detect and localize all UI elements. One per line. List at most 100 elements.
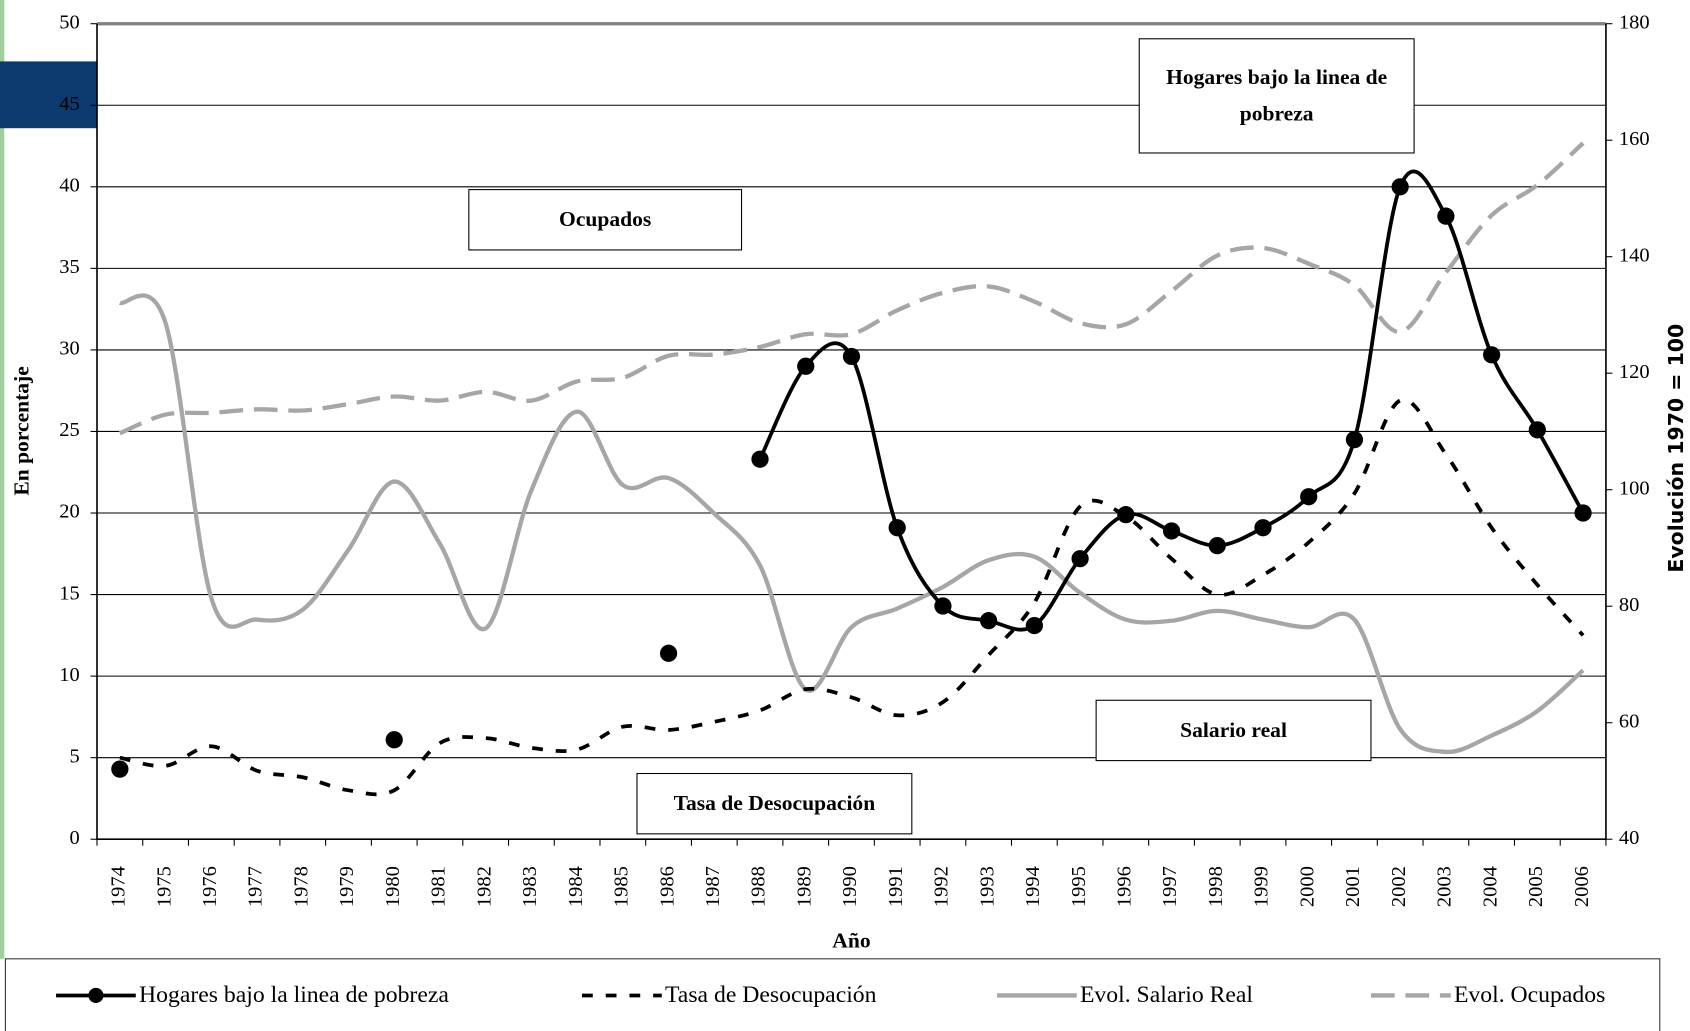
y2-axis-label: Evolución 1970 = 100: [1664, 324, 1688, 573]
y-tick-label: 50: [59, 11, 79, 33]
series-line: [119, 141, 1585, 436]
series-marker: [1254, 519, 1272, 537]
annotation: Ocupados: [559, 207, 652, 232]
annotation-box: [1095, 699, 1372, 762]
y-tick-label: 35: [59, 256, 79, 278]
x-tick-label: 1981: [428, 866, 450, 907]
y-tick-label: 30: [59, 338, 79, 360]
y-tick-label: 45: [59, 93, 79, 115]
x-tick-label: 1980: [382, 866, 404, 907]
x-tick-label: 1999: [1251, 866, 1273, 907]
series-marker: [797, 357, 815, 375]
annotation: Hogares bajo la linea de pobreza: [1166, 65, 1388, 127]
series-marker: [111, 760, 129, 778]
x-tick-label: 2006: [1571, 866, 1593, 907]
x-tick-label: 1976: [199, 866, 221, 907]
x-tick-label: 2001: [1342, 866, 1364, 907]
x-tick-label: 1975: [153, 866, 175, 907]
y2-tick-label: 80: [1619, 594, 1639, 616]
x-tick-label: 1989: [793, 866, 815, 907]
annotation-text: Tasa de Desocupación: [673, 791, 876, 816]
x-tick-label: 1977: [245, 866, 267, 907]
annotation-text: Hogares bajo la linea de pobreza: [1166, 65, 1388, 127]
y-tick-label: 25: [59, 419, 79, 441]
x-tick-label: 1987: [702, 866, 724, 907]
x-tick-label: 1982: [473, 866, 495, 907]
x-tick-label: 2003: [1434, 866, 1456, 907]
legend-label: Tasa de Desocupación: [665, 982, 877, 1008]
x-tick-label: 2005: [1525, 866, 1547, 907]
y2-tick-label: 120: [1619, 361, 1650, 383]
series-marker: [1391, 178, 1409, 196]
x-tick-label: 1983: [519, 866, 541, 907]
x-tick-label: 1992: [931, 866, 953, 907]
x-tick-label: 1991: [885, 866, 907, 907]
x-tick-label: 1997: [1159, 866, 1181, 907]
series-marker: [1208, 537, 1226, 555]
series-marker: [842, 347, 861, 366]
series-marker: [751, 450, 769, 468]
y-tick-label: 10: [59, 664, 79, 686]
series-marker: [1025, 616, 1043, 635]
y-tick-label: 20: [59, 501, 79, 523]
x-tick-label: 1995: [1068, 866, 1090, 907]
page-tab: [0, 61, 98, 129]
annotation-text: Ocupados: [559, 207, 652, 232]
y-tick-label: 0: [70, 827, 80, 849]
y-axis-label: En porcentaje: [10, 366, 34, 495]
series-marker: [1482, 346, 1501, 364]
series-marker: [1300, 488, 1318, 506]
x-tick-label: 1998: [1205, 866, 1227, 907]
series-marker: [888, 519, 906, 537]
annotation-text: Salario real: [1180, 718, 1287, 743]
series-marker: [1162, 522, 1181, 540]
x-tick-label: 1985: [611, 866, 633, 907]
legend-label: Evol. Ocupados: [1454, 982, 1605, 1008]
series-marker: [1117, 506, 1135, 524]
series-marker: [1345, 431, 1364, 449]
x-tick-label: 1988: [748, 866, 770, 907]
x-tick-label: 2004: [1479, 866, 1501, 907]
annotation: Salario real: [1180, 718, 1287, 743]
x-tick-label: 1996: [1114, 866, 1136, 907]
y2-tick-label: 160: [1619, 128, 1650, 150]
series-marker: [659, 644, 678, 662]
x-axis-label: Año: [832, 929, 870, 953]
series-marker: [1528, 421, 1546, 439]
y2-tick-label: 40: [1619, 827, 1639, 849]
legend-label: Hogares bajo la linea de pobreza: [139, 982, 449, 1008]
y2-tick-label: 60: [1619, 710, 1639, 732]
series-line: [758, 169, 1585, 632]
series-marker: [1437, 207, 1455, 225]
x-tick-label: 1986: [656, 866, 678, 907]
page-edge: [0, 0, 5, 959]
series-marker: [1071, 550, 1089, 568]
legend-marker: [88, 987, 104, 1003]
x-tick-label: 1990: [839, 866, 861, 907]
x-tick-label: 1984: [565, 866, 587, 907]
y-tick-label: 40: [59, 175, 79, 197]
series-line: [118, 293, 1585, 755]
annotation-box: [468, 189, 743, 251]
annotation: Tasa de Desocupación: [673, 791, 876, 816]
x-tick-label: 1978: [290, 866, 312, 907]
series-marker: [385, 731, 403, 749]
series-marker: [1574, 504, 1592, 522]
series-marker: [934, 597, 952, 615]
annotation-box: [1138, 38, 1415, 154]
x-tick-label: 2002: [1388, 866, 1410, 907]
legend-label: Evol. Salario Real: [1080, 982, 1253, 1008]
y-tick-label: 15: [59, 582, 79, 604]
y-tick-label: 5: [70, 745, 80, 767]
x-tick-label: 1993: [976, 866, 998, 907]
x-tick-label: 2000: [1296, 866, 1318, 907]
x-tick-label: 1974: [108, 866, 130, 907]
x-tick-label: 1994: [1022, 866, 1044, 907]
x-tick-label: 1979: [336, 866, 358, 907]
series-marker: [980, 612, 998, 630]
y2-tick-label: 140: [1619, 244, 1650, 266]
legend-box: [4, 958, 1661, 1031]
annotation-box: [636, 772, 913, 835]
